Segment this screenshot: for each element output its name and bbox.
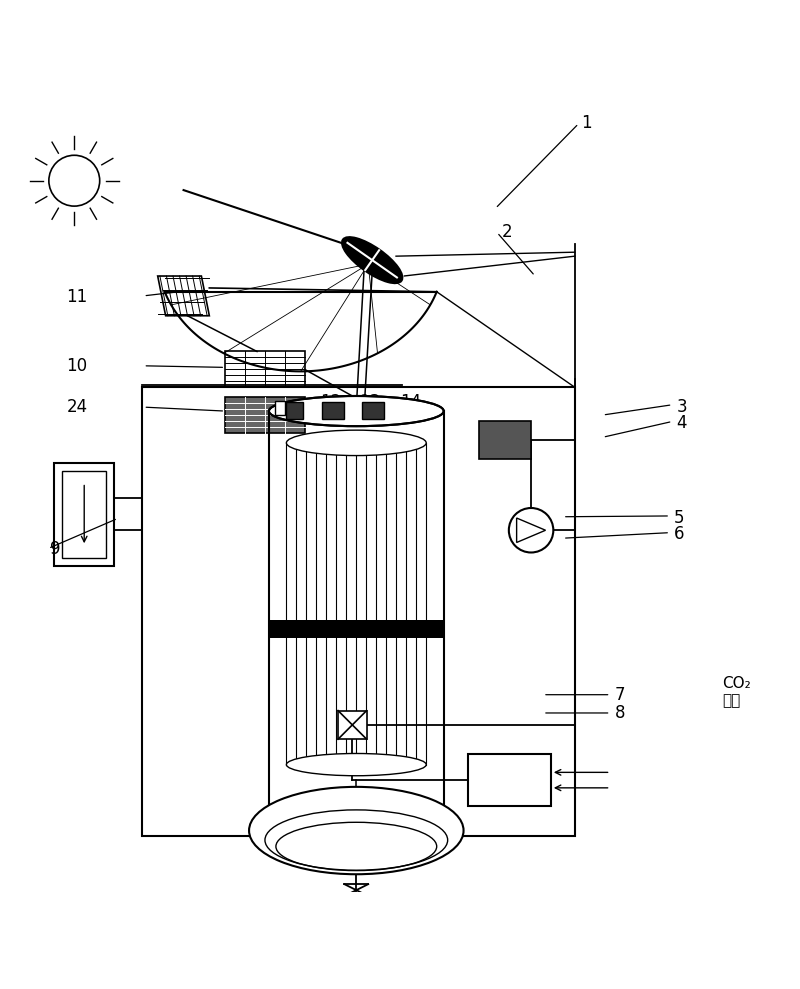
Ellipse shape (342, 237, 402, 283)
Text: CO₂: CO₂ (722, 676, 750, 691)
Bar (62, 471, 106, 558)
Bar (467, 755, 551, 806)
Text: 13: 13 (358, 393, 380, 410)
Text: 10: 10 (66, 357, 87, 375)
Bar (286, 402, 303, 419)
Bar (54, 463, 114, 566)
Text: 2: 2 (502, 224, 512, 241)
Ellipse shape (286, 754, 426, 775)
Text: 1: 1 (581, 115, 592, 133)
Text: 4: 4 (677, 414, 687, 432)
Text: 空气: 空气 (722, 693, 740, 708)
Ellipse shape (269, 396, 444, 426)
Text: 3: 3 (677, 399, 687, 416)
Text: 5: 5 (674, 509, 685, 527)
Text: 7: 7 (614, 685, 625, 704)
Bar (275, 401, 285, 415)
Bar (226, 397, 305, 432)
Bar (338, 710, 366, 739)
Text: 14: 14 (400, 393, 421, 410)
Text: 24: 24 (66, 399, 87, 416)
Bar (142, 388, 574, 836)
Text: 11: 11 (66, 289, 87, 307)
Text: 12: 12 (321, 393, 342, 410)
Ellipse shape (286, 430, 426, 456)
Bar (362, 402, 384, 419)
Bar (322, 402, 344, 419)
Text: 6: 6 (674, 525, 685, 543)
Bar (479, 420, 531, 459)
Ellipse shape (249, 787, 463, 874)
Text: 8: 8 (614, 704, 625, 722)
Text: 9: 9 (50, 540, 61, 558)
Bar (226, 351, 305, 388)
Circle shape (509, 508, 554, 553)
Circle shape (49, 155, 100, 206)
Bar (269, 620, 444, 638)
